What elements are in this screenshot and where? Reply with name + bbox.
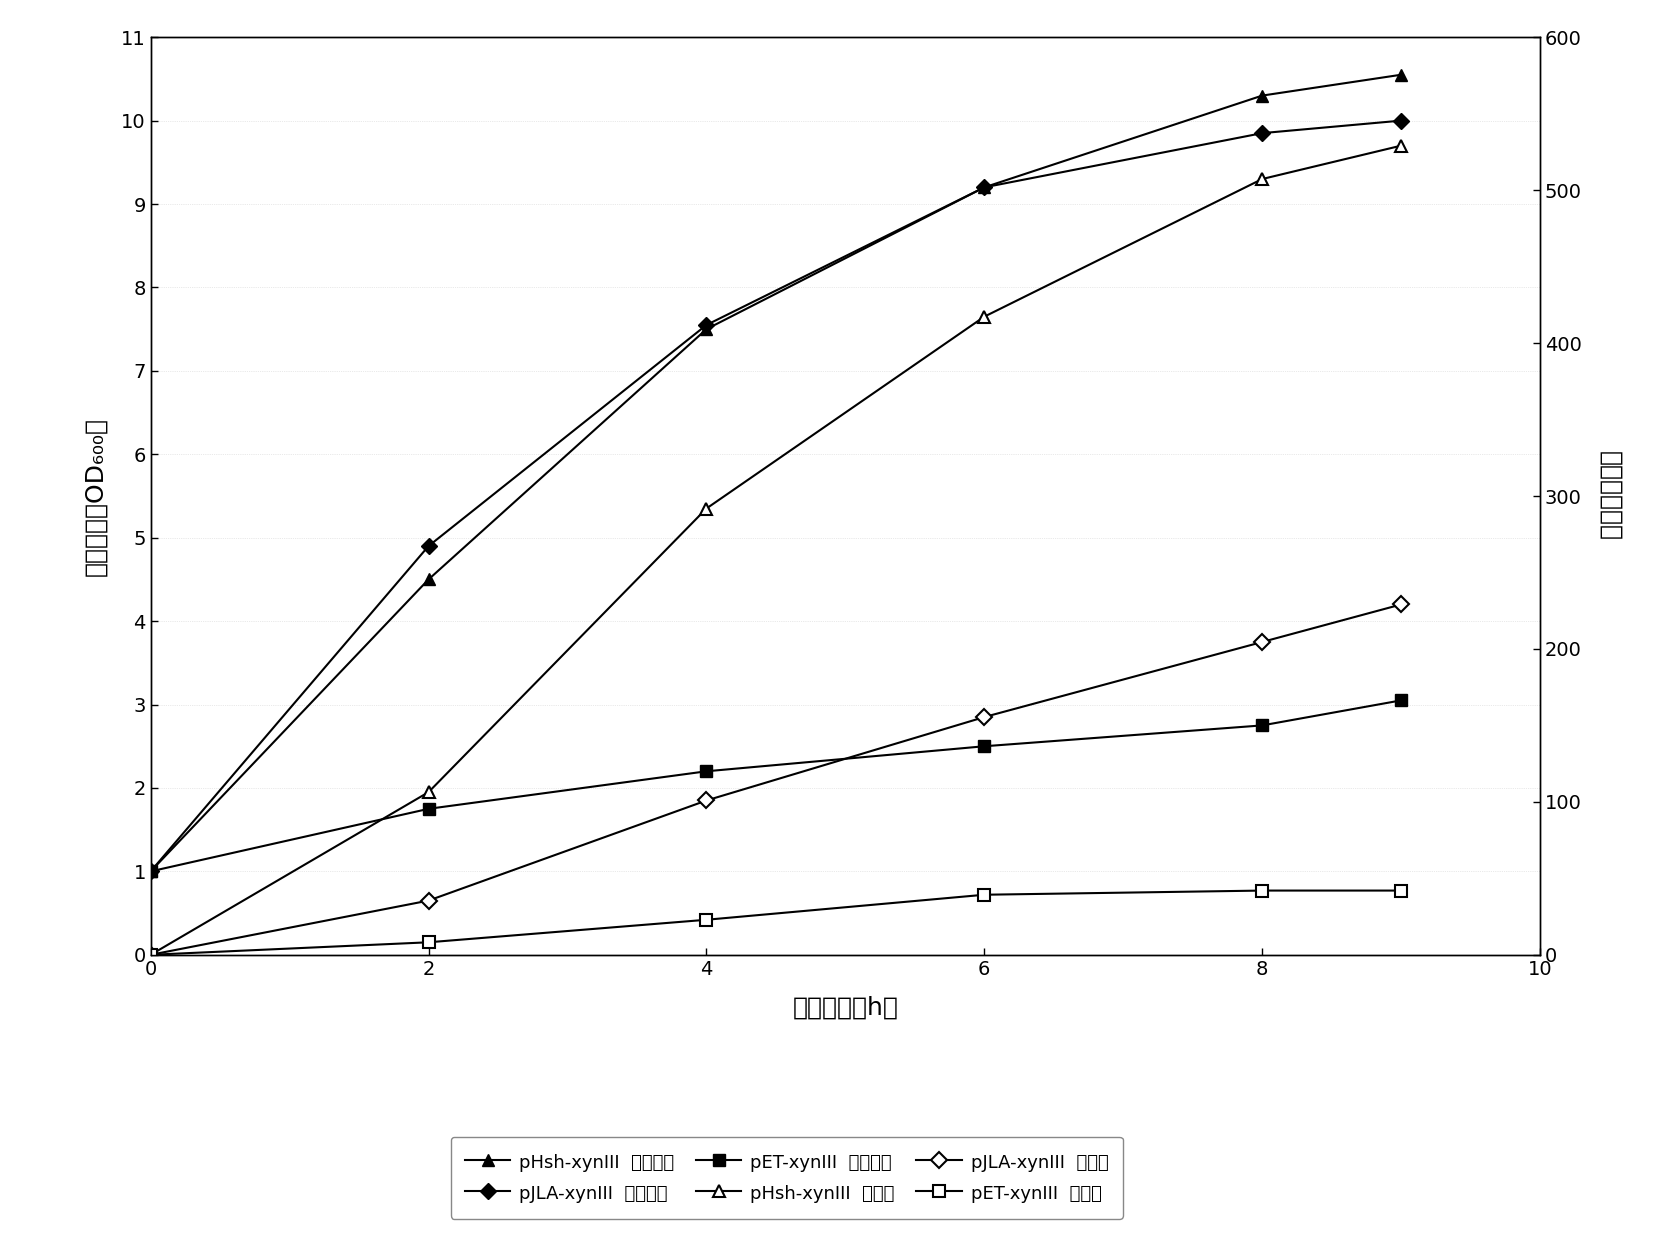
Legend: pHsh-xynIII  细胞密度, pJLA-xynIII  细胞密度, pET-xynIII  细胞密度, pHsh-xynIII  醂活性, pJLA-x: pHsh-xynIII 细胞密度, pJLA-xynIII 细胞密度, pET-… xyxy=(450,1137,1123,1219)
pJLA-xynIII  细胞密度 xyxy=(141,864,161,879)
pHsh-xynIII  醂活性 xyxy=(418,785,438,800)
pET-xynIII  醂活性 xyxy=(696,913,716,928)
pJLA-xynIII  醂活性 xyxy=(974,709,994,724)
pHsh-xynIII  细胞密度 xyxy=(141,864,161,879)
X-axis label: 诱导时间（h）: 诱导时间（h） xyxy=(791,996,898,1019)
pHsh-xynIII  细胞密度 xyxy=(974,180,994,195)
Line: pJLA-xynIII  醂活性: pJLA-xynIII 醂活性 xyxy=(146,599,1405,960)
Line: pHsh-xynIII  细胞密度: pHsh-xynIII 细胞密度 xyxy=(146,69,1405,877)
Line: pET-xynIII  醂活性: pET-xynIII 醂活性 xyxy=(146,885,1405,960)
pET-xynIII  醂活性 xyxy=(1390,883,1410,898)
pHsh-xynIII  醂活性 xyxy=(696,501,716,516)
pHsh-xynIII  细胞密度 xyxy=(1251,88,1271,103)
Line: pHsh-xynIII  醂活性: pHsh-xynIII 醂活性 xyxy=(146,140,1405,960)
pJLA-xynIII  醂活性 xyxy=(418,893,438,908)
pJLA-xynIII  醂活性 xyxy=(141,947,161,962)
pET-xynIII  醂活性 xyxy=(418,935,438,950)
Y-axis label: 细胞密度（OD₆₀₀）: 细胞密度（OD₆₀₀） xyxy=(84,417,107,575)
pJLA-xynIII  细胞密度 xyxy=(1390,113,1410,128)
pET-xynIII  细胞密度 xyxy=(696,764,716,779)
Y-axis label: 木聚糖酶活性: 木聚糖酶活性 xyxy=(1598,451,1621,541)
pHsh-xynIII  醂活性 xyxy=(1390,138,1410,153)
pET-xynIII  细胞密度 xyxy=(974,739,994,754)
pET-xynIII  醂活性 xyxy=(974,888,994,903)
pET-xynIII  细胞密度 xyxy=(1251,718,1271,733)
pET-xynIII  细胞密度 xyxy=(141,864,161,879)
pJLA-xynIII  细胞密度 xyxy=(1251,125,1271,140)
pHsh-xynIII  醂活性 xyxy=(1251,171,1271,186)
Line: pJLA-xynIII  细胞密度: pJLA-xynIII 细胞密度 xyxy=(146,115,1405,877)
pET-xynIII  细胞密度 xyxy=(1390,693,1410,708)
pJLA-xynIII  细胞密度 xyxy=(696,317,716,332)
pHsh-xynIII  细胞密度 xyxy=(418,572,438,587)
pET-xynIII  醂活性 xyxy=(1251,883,1271,898)
Line: pET-xynIII  细胞密度: pET-xynIII 细胞密度 xyxy=(146,694,1405,877)
pJLA-xynIII  醂活性 xyxy=(696,794,716,808)
pJLA-xynIII  醂活性 xyxy=(1251,635,1271,650)
pJLA-xynIII  细胞密度 xyxy=(974,180,994,195)
pHsh-xynIII  醂活性 xyxy=(974,309,994,324)
pJLA-xynIII  细胞密度 xyxy=(418,538,438,553)
pHsh-xynIII  细胞密度 xyxy=(1390,67,1410,82)
pJLA-xynIII  醂活性 xyxy=(1390,596,1410,611)
pHsh-xynIII  细胞密度 xyxy=(696,321,716,336)
pHsh-xynIII  醂活性 xyxy=(141,947,161,962)
pET-xynIII  醂活性 xyxy=(141,947,161,962)
pET-xynIII  细胞密度 xyxy=(418,801,438,816)
